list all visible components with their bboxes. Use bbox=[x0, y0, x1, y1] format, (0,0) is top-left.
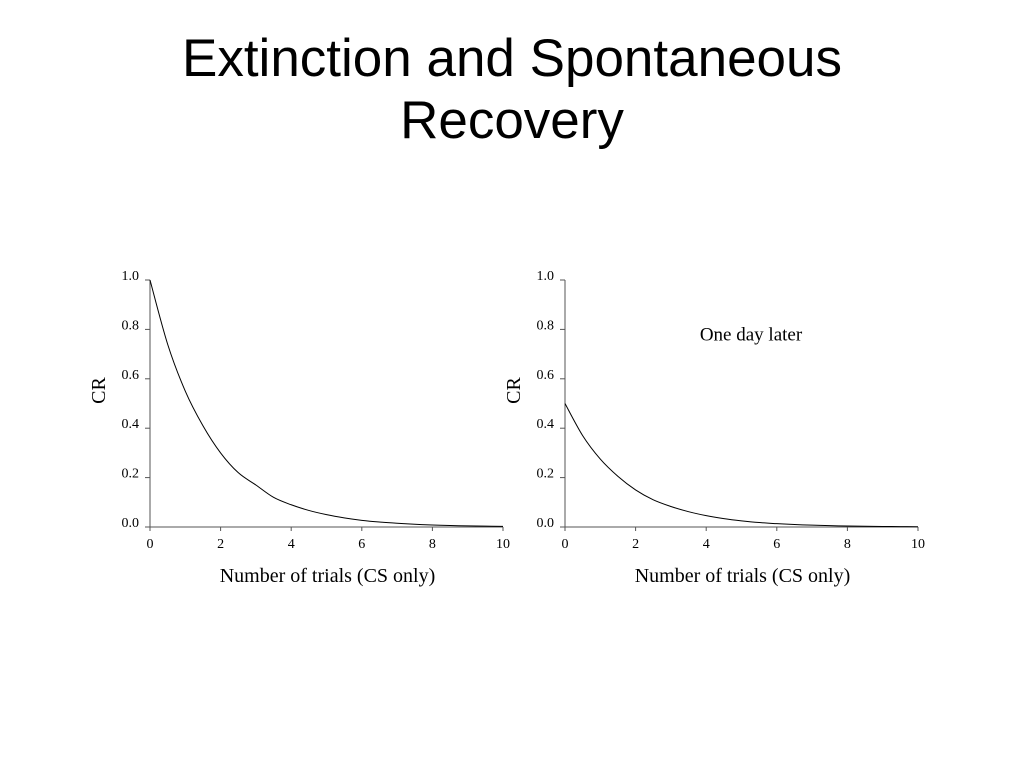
x-tick-label: 2 bbox=[217, 537, 224, 552]
y-tick-label: 1.0 bbox=[122, 269, 140, 284]
x-tick-label: 10 bbox=[911, 537, 925, 552]
x-axis-label: Number of trials (CS only) bbox=[220, 565, 436, 587]
y-tick-label: 0.6 bbox=[122, 368, 140, 383]
y-axis-label: CR bbox=[503, 377, 525, 404]
y-tick-label: 0.2 bbox=[537, 467, 555, 482]
cr-decay-curve bbox=[564, 403, 919, 528]
slide-title: Extinction and Spontaneous Recovery bbox=[0, 28, 1024, 152]
y-tick-label: 0.6 bbox=[537, 368, 555, 383]
y-tick-label: 0.4 bbox=[122, 417, 140, 432]
y-tick-label: 0.4 bbox=[537, 417, 555, 432]
y-axis-label: CR bbox=[88, 377, 110, 404]
x-tick-label: 8 bbox=[429, 537, 436, 552]
chart-annotation: One day later bbox=[700, 324, 803, 345]
slide-title-line-2: Recovery bbox=[400, 91, 624, 150]
x-axis-label: Number of trials (CS only) bbox=[635, 565, 851, 587]
y-tick-label: 0.8 bbox=[537, 318, 555, 333]
x-tick-label: 8 bbox=[844, 537, 851, 552]
y-tick-label: 1.0 bbox=[537, 269, 555, 284]
y-tick-label: 0.0 bbox=[122, 516, 140, 531]
slide-title-line-1: Extinction and Spontaneous bbox=[181, 29, 843, 88]
x-tick-label: 0 bbox=[147, 537, 154, 552]
x-tick-label: 10 bbox=[496, 537, 510, 552]
x-tick-label: 2 bbox=[632, 537, 639, 552]
x-tick-label: 6 bbox=[773, 537, 780, 552]
y-tick-label: 0.2 bbox=[122, 467, 140, 482]
x-tick-label: 4 bbox=[288, 537, 295, 552]
x-tick-label: 4 bbox=[703, 537, 710, 552]
y-tick-label: 0.8 bbox=[122, 318, 140, 333]
x-tick-label: 6 bbox=[358, 537, 365, 552]
x-tick-label: 0 bbox=[562, 537, 569, 552]
y-tick-label: 0.0 bbox=[537, 516, 555, 531]
cr-decay-curve bbox=[149, 279, 504, 527]
